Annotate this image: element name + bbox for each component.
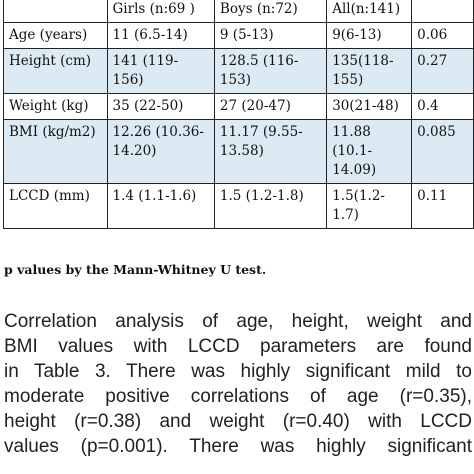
table-row-age: Age (years) 11 (6.5-14) 9 (5-13) 9(6-13)… <box>3 22 474 49</box>
cell-boys: 1.5 (1.2-1.8) <box>213 183 328 229</box>
cell-girls: 1.4 (1.1-1.6) <box>106 183 215 229</box>
cell-boys: 9 (5-13) <box>213 22 328 49</box>
header-cell-p <box>411 0 474 23</box>
paragraph-line: height (r=0.38) and weight (r=0.40) with… <box>4 411 472 432</box>
cell-girls: 12.26 (10.36-14.20) <box>106 119 215 184</box>
table-header-row: Girls (n:69 ) Boys (n:72) All(n:141) <box>3 0 474 23</box>
paragraph-line: BMI values with LCCD parameters are foun… <box>4 336 472 357</box>
cell-girls: 35 (22-50) <box>106 93 215 120</box>
row-label: Height (cm) <box>3 48 108 94</box>
cell-p-value: 0.085 <box>411 119 474 184</box>
table-row-weight: Weight (kg) 35 (22-50) 27 (20-47) 30(21-… <box>3 93 474 120</box>
cell-boys: 27 (20-47) <box>213 93 328 120</box>
cell-boys: 128.5 (116-153) <box>213 48 328 94</box>
cell-all: 1.5(1.2-1.7) <box>326 183 413 229</box>
paragraph-line: in Table 3. There was highly significant… <box>4 361 472 382</box>
cell-all: 135(118-155) <box>326 48 413 94</box>
row-label: BMI (kg/m2) <box>3 119 108 184</box>
cell-girls: 11 (6.5-14) <box>106 22 215 49</box>
cell-all: 11.88 (10.1-14.09) <box>326 119 413 184</box>
cell-all: 30(21-48) <box>326 93 413 120</box>
cell-p-value: 0.4 <box>411 93 474 120</box>
row-label: Age (years) <box>3 22 108 49</box>
body-paragraph: Correlation analysis of age, height, wei… <box>4 309 472 459</box>
paragraph-line: moderate positive correlations of age (r… <box>4 386 472 407</box>
table-row-bmi: BMI (kg/m2) 12.26 (10.36-14.20) 11.17 (9… <box>3 119 474 184</box>
header-cell-all: All(n:141) <box>326 0 413 23</box>
cell-p-value: 0.27 <box>411 48 474 94</box>
table-footnote: p values by the Mann-Whitney U test. <box>4 262 267 277</box>
cell-p-value: 0.06 <box>411 22 474 49</box>
paragraph-line: values (p=0.001). There was highly signi… <box>4 436 472 457</box>
table-row-lccd: LCCD (mm) 1.4 (1.1-1.6) 1.5 (1.2-1.8) 1.… <box>3 183 474 229</box>
cell-p-value: 0.11 <box>411 183 474 229</box>
header-cell-boys: Boys (n:72) <box>213 0 328 23</box>
paragraph-line: Correlation analysis of age, height, wei… <box>4 311 472 332</box>
cell-boys: 11.17 (9.55-13.58) <box>213 119 328 184</box>
statistics-table: Girls (n:69 ) Boys (n:72) All(n:141) Age… <box>3 0 474 229</box>
header-cell-girls: Girls (n:69 ) <box>106 0 215 23</box>
table-row-height: Height (cm) 141 (119-156) 128.5 (116-153… <box>3 48 474 94</box>
cell-girls: 141 (119-156) <box>106 48 215 94</box>
header-cell-empty <box>3 0 108 23</box>
row-label: LCCD (mm) <box>3 183 108 229</box>
row-label: Weight (kg) <box>3 93 108 120</box>
cell-all: 9(6-13) <box>326 22 413 49</box>
